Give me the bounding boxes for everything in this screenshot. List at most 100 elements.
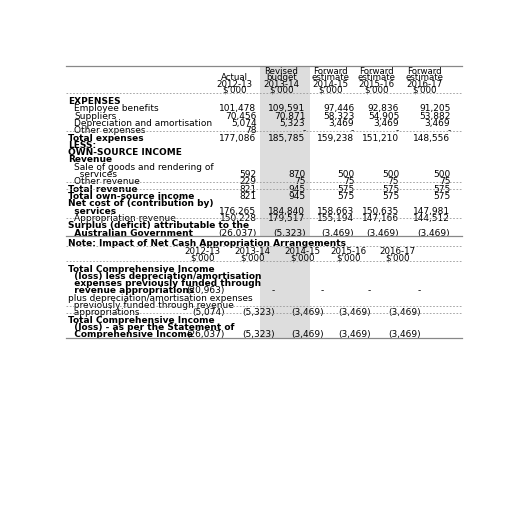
Text: (5,323): (5,323) [242, 330, 274, 339]
Text: $'000: $'000 [413, 86, 437, 95]
Text: 5,074: 5,074 [231, 119, 256, 128]
Text: (3,469): (3,469) [291, 330, 324, 339]
Text: $'000: $'000 [385, 253, 410, 262]
Text: appropriations: appropriations [68, 308, 140, 317]
Text: 575: 575 [337, 185, 354, 193]
Text: 3,469: 3,469 [425, 119, 450, 128]
Text: -: - [396, 126, 399, 135]
Text: 945: 945 [288, 185, 305, 193]
Text: 2012-13: 2012-13 [217, 80, 253, 89]
Text: 147,981: 147,981 [413, 207, 450, 216]
Text: 185,785: 185,785 [268, 134, 305, 143]
Text: 144,512: 144,512 [414, 214, 450, 223]
Text: 2016-17: 2016-17 [407, 80, 443, 89]
Text: 75: 75 [439, 178, 450, 187]
Text: Forward: Forward [359, 67, 394, 76]
Text: 575: 575 [433, 192, 450, 201]
Text: Other revenue: Other revenue [75, 178, 140, 187]
Text: 54,905: 54,905 [368, 111, 399, 120]
Text: (3,469): (3,469) [388, 330, 421, 339]
Text: -: - [321, 286, 324, 295]
Text: 3,469: 3,469 [329, 119, 354, 128]
Text: 500: 500 [382, 170, 399, 179]
Text: 821: 821 [239, 192, 256, 201]
Text: Net cost of (contribution by): Net cost of (contribution by) [68, 199, 214, 208]
Text: Employee benefits: Employee benefits [75, 104, 159, 113]
Text: previously funded through revenue: previously funded through revenue [68, 301, 234, 310]
Text: Total Comprehensive Income: Total Comprehensive Income [68, 316, 215, 325]
Text: (3,469): (3,469) [338, 330, 370, 339]
Text: expenses previously funded through: expenses previously funded through [68, 279, 262, 288]
Text: budget: budget [266, 74, 297, 83]
Text: 75: 75 [294, 178, 305, 187]
Text: (loss) - as per the Statement of: (loss) - as per the Statement of [68, 323, 235, 332]
Text: 2016-17: 2016-17 [380, 248, 416, 257]
Text: -: - [302, 126, 305, 135]
Text: $'000: $'000 [222, 86, 247, 95]
Text: 109,591: 109,591 [268, 104, 305, 113]
Text: (3,469): (3,469) [321, 228, 354, 237]
Text: (20,963): (20,963) [186, 286, 225, 295]
Text: Surplus (deficit) attributable to the: Surplus (deficit) attributable to the [68, 222, 249, 230]
Text: -: - [367, 286, 370, 295]
Text: 184,840: 184,840 [268, 207, 305, 216]
Text: services: services [68, 207, 116, 216]
Text: 150,635: 150,635 [362, 207, 399, 216]
Bar [261, 94, 310, 236]
Text: 2013-14: 2013-14 [263, 80, 299, 89]
Text: 945: 945 [288, 192, 305, 201]
Text: (3,469): (3,469) [388, 308, 421, 317]
Text: Sale of goods and rendering of: Sale of goods and rendering of [75, 163, 214, 172]
Text: (3,469): (3,469) [418, 228, 450, 237]
Text: $'000: $'000 [365, 86, 389, 95]
Text: (loss) less depreciation/amortisation: (loss) less depreciation/amortisation [68, 272, 262, 281]
Text: (5,323): (5,323) [273, 228, 305, 237]
Text: 5,323: 5,323 [280, 119, 305, 128]
Text: 575: 575 [433, 185, 450, 193]
Text: LESS:: LESS: [68, 141, 96, 150]
Text: 2012-13: 2012-13 [184, 248, 220, 257]
Text: (3,469): (3,469) [367, 228, 399, 237]
Text: 155,194: 155,194 [317, 214, 354, 223]
Text: Depreciation and amortisation: Depreciation and amortisation [75, 119, 213, 128]
Text: 500: 500 [337, 170, 354, 179]
Text: $'000: $'000 [241, 253, 265, 262]
Text: estimate: estimate [311, 74, 349, 83]
Text: 2013-14: 2013-14 [235, 248, 271, 257]
Text: $'000: $'000 [269, 86, 294, 95]
Text: 75: 75 [342, 178, 354, 187]
Text: 148,556: 148,556 [413, 134, 450, 143]
Text: services: services [75, 170, 117, 179]
Text: Total revenue: Total revenue [68, 185, 138, 193]
Text: (3,469): (3,469) [291, 308, 324, 317]
Text: 75: 75 [388, 178, 399, 187]
Text: 229: 229 [239, 178, 256, 187]
Text: $'000: $'000 [190, 253, 215, 262]
Text: Total own-source income: Total own-source income [68, 192, 195, 201]
Text: 592: 592 [239, 170, 256, 179]
Text: OWN-SOURCE INCOME: OWN-SOURCE INCOME [68, 148, 182, 157]
Text: Australian Government: Australian Government [68, 228, 193, 237]
Text: Appropriation revenue: Appropriation revenue [75, 214, 176, 223]
Bar [261, 245, 310, 262]
Text: $'000: $'000 [290, 253, 315, 262]
Text: estimate: estimate [406, 74, 444, 83]
Text: 78: 78 [245, 126, 256, 135]
Text: -: - [351, 126, 354, 135]
Text: revenue appropriations: revenue appropriations [68, 286, 195, 295]
Text: 575: 575 [382, 192, 399, 201]
Text: 97,446: 97,446 [323, 104, 354, 113]
Text: 151,210: 151,210 [362, 134, 399, 143]
Text: 2015-16: 2015-16 [358, 80, 395, 89]
Text: Actual: Actual [221, 74, 248, 83]
Text: 575: 575 [382, 185, 399, 193]
Text: 158,663: 158,663 [317, 207, 354, 216]
Text: 101,478: 101,478 [219, 104, 256, 113]
Text: 575: 575 [337, 192, 354, 201]
Text: 150,228: 150,228 [219, 214, 256, 223]
Text: Comprehensive Income: Comprehensive Income [68, 330, 193, 339]
Text: 159,238: 159,238 [317, 134, 354, 143]
Text: Total expenses: Total expenses [68, 134, 144, 143]
Text: 53,882: 53,882 [419, 111, 450, 120]
Text: 2014-15: 2014-15 [284, 248, 320, 257]
